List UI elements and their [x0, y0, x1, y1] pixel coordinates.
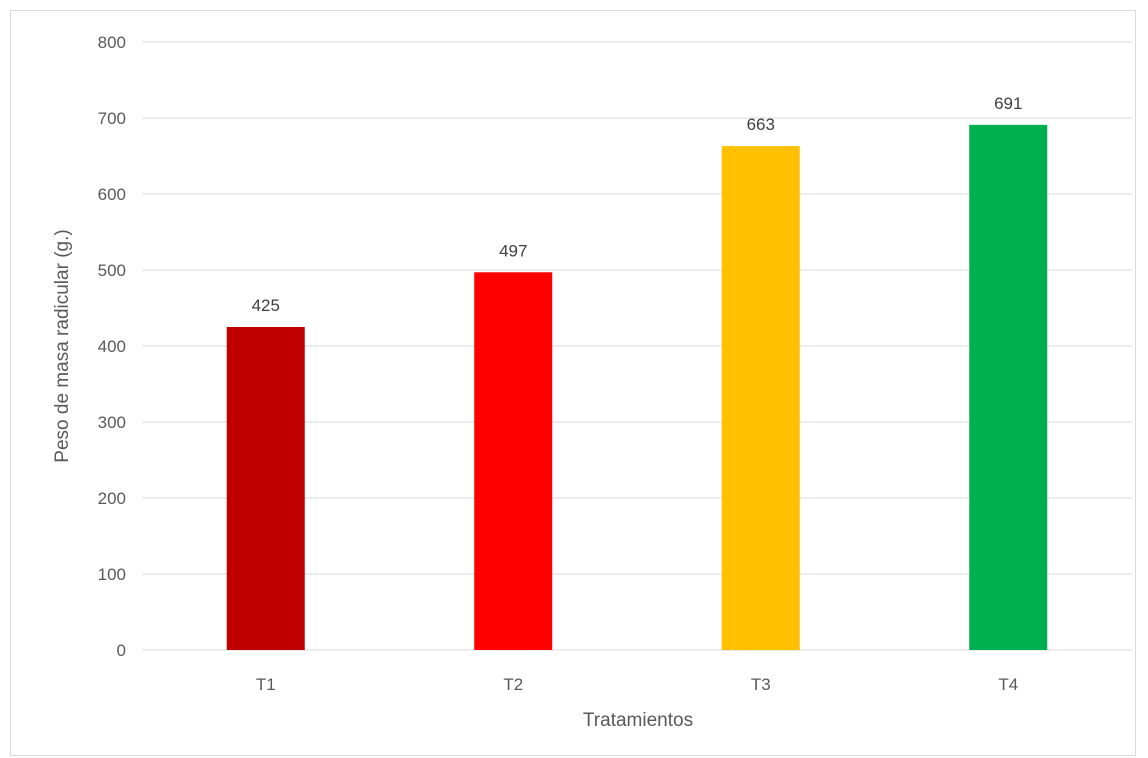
x-tick-label: T4	[998, 675, 1018, 694]
x-axis-title: Tratamientos	[583, 710, 693, 731]
data-label-t1: 425	[252, 296, 280, 315]
y-tick-label: 400	[98, 337, 126, 356]
bar-t3	[721, 146, 800, 650]
y-axis-title: Peso de masa radicular (g.)	[52, 229, 73, 462]
bar-t4	[969, 124, 1048, 651]
y-tick-label: 500	[98, 261, 126, 280]
gridlines	[142, 41, 1132, 651]
x-tick-label: T3	[751, 675, 771, 694]
y-tick-label: 100	[98, 565, 126, 584]
x-tick-label: T2	[503, 675, 523, 694]
data-label-t2: 497	[499, 241, 527, 260]
y-tick-label: 200	[98, 489, 126, 508]
bars	[226, 124, 1048, 651]
x-tick-label: T1	[256, 675, 276, 694]
y-tick-label: 0	[117, 641, 126, 660]
y-axis-ticks: 0 100 200 300 400 500 600 700 800	[98, 33, 126, 660]
x-axis-ticks: T1 T2 T3 T4	[256, 675, 1018, 694]
chart-frame	[10, 10, 1136, 756]
y-tick-label: 300	[98, 413, 126, 432]
bar-t1	[226, 327, 305, 650]
y-tick-label: 700	[98, 109, 126, 128]
data-labels: 425 497 663 691	[252, 94, 1023, 315]
y-tick-label: 800	[98, 33, 126, 52]
y-tick-label: 600	[98, 185, 126, 204]
data-label-t4: 691	[994, 94, 1022, 113]
data-label-t3: 663	[747, 115, 775, 134]
bar-t2	[474, 272, 553, 650]
